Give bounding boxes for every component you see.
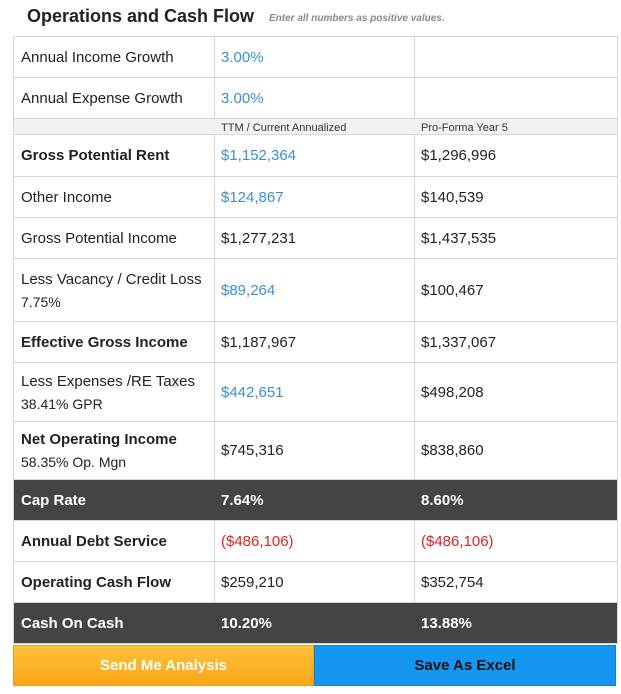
row-label: Gross Potential Rent (14, 135, 215, 176)
current-value: ($486,106) (215, 521, 415, 561)
proforma-value: ($486,106) (421, 532, 494, 550)
save-excel-button[interactable]: Save As Excel (314, 645, 616, 686)
proforma-value: $838,860 (421, 442, 484, 459)
column-header-proforma: Pro-Forma Year 5 (421, 122, 508, 134)
current-value: 7.64% (215, 480, 415, 520)
row-label: Operating Cash Flow (14, 562, 215, 602)
row-label: Other Income (14, 177, 215, 217)
row-sublabel: 58.35% Op. Mgn (21, 454, 127, 470)
proforma-value: $352,754 (421, 573, 484, 591)
debt-service-row: Annual Debt Service ($486,106) ($486,106… (14, 521, 617, 562)
proforma-value: $1,437,535 (421, 229, 497, 247)
cap-rate-row: Cap Rate 7.64% 8.60% (14, 480, 617, 521)
row-label: Less Vacancy / Credit Loss (21, 270, 202, 288)
gross-potential-income-row: Gross Potential Income $1,277,231 $1,437… (14, 218, 617, 259)
row-label-cell: Less Vacancy / Credit Loss 7.75% (14, 259, 215, 321)
gross-potential-rent-row: Gross Potential Rent $1,152,364 $1,296,9… (14, 135, 617, 177)
row-label: Cap Rate (14, 480, 215, 520)
row-label: Annual Income Growth (14, 37, 215, 77)
row-label: Annual Debt Service (14, 521, 215, 561)
row-sublabel: 38.41% GPR (21, 395, 103, 412)
current-value: $1,277,231 (215, 218, 415, 258)
proforma-value: 13.88% (421, 614, 472, 632)
row-label: Effective Gross Income (14, 322, 215, 362)
empty-cell (415, 78, 617, 118)
operating-cash-flow-row: Operating Cash Flow $259,210 $352,754 (14, 562, 617, 603)
send-analysis-button[interactable]: Send Me Analysis (13, 645, 314, 686)
effective-gross-income-row: Effective Gross Income $1,187,967 $1,337… (14, 322, 617, 363)
row-label-cell: Net Operating Income 58.35% Op. Mgn (14, 422, 215, 479)
proforma-value: $1,296,996 (421, 147, 497, 164)
section-hint: Enter all numbers as positive values. (269, 13, 445, 24)
column-header-current: TTM / Current Annualized (221, 122, 347, 134)
expenses-row: Less Expenses /RE Taxes 38.41% GPR $442,… (14, 363, 617, 422)
cash-flow-table: Annual Income Growth 3.00% Annual Expens… (13, 36, 618, 644)
income-growth-row: Annual Income Growth 3.00% (14, 36, 617, 78)
expenses-input[interactable]: $442,651 (215, 363, 415, 421)
vacancy-row: Less Vacancy / Credit Loss 7.75% $89,264… (14, 259, 617, 322)
current-value: $1,187,967 (215, 322, 415, 362)
row-label-cell: Less Expenses /RE Taxes 38.41% GPR (14, 363, 215, 421)
expense-growth-row: Annual Expense Growth 3.00% (14, 78, 617, 119)
other-income-row: Other Income $124,867 $140,539 (14, 177, 617, 218)
row-sublabel: 7.75% (21, 293, 61, 310)
row-label: Net Operating Income (21, 431, 177, 448)
row-label: Less Expenses /RE Taxes (21, 372, 195, 390)
net-operating-income-row: Net Operating Income 58.35% Op. Mgn $745… (14, 422, 617, 480)
section-header: Operations and Cash Flow Enter all numbe… (0, 0, 621, 36)
row-label: Annual Expense Growth (14, 78, 215, 118)
action-buttons: Send Me Analysis Save As Excel (13, 645, 616, 686)
proforma-value: $498,208 (421, 383, 484, 401)
proforma-value: $140,539 (421, 188, 484, 206)
section-title: Operations and Cash Flow (27, 6, 255, 26)
column-header-row: TTM / Current Annualized Pro-Forma Year … (14, 119, 617, 135)
empty-cell (415, 37, 617, 77)
current-value: $745,316 (215, 422, 415, 479)
row-label: Gross Potential Income (14, 218, 215, 258)
proforma-value: 8.60% (421, 491, 464, 509)
current-value: 10.20% (215, 603, 415, 643)
row-label: Cash On Cash (14, 603, 215, 643)
header-blank (14, 119, 215, 134)
current-value: $259,210 (215, 562, 415, 602)
vacancy-input[interactable]: $89,264 (215, 259, 415, 321)
cash-on-cash-row: Cash On Cash 10.20% 13.88% (14, 603, 617, 644)
income-growth-input[interactable]: 3.00% (215, 37, 415, 77)
expense-growth-input[interactable]: 3.00% (215, 78, 415, 118)
proforma-value: $1,337,067 (421, 333, 497, 351)
gross-potential-rent-input[interactable]: $1,152,364 (215, 135, 415, 176)
proforma-value: $100,467 (421, 281, 484, 299)
other-income-input[interactable]: $124,867 (215, 177, 415, 217)
